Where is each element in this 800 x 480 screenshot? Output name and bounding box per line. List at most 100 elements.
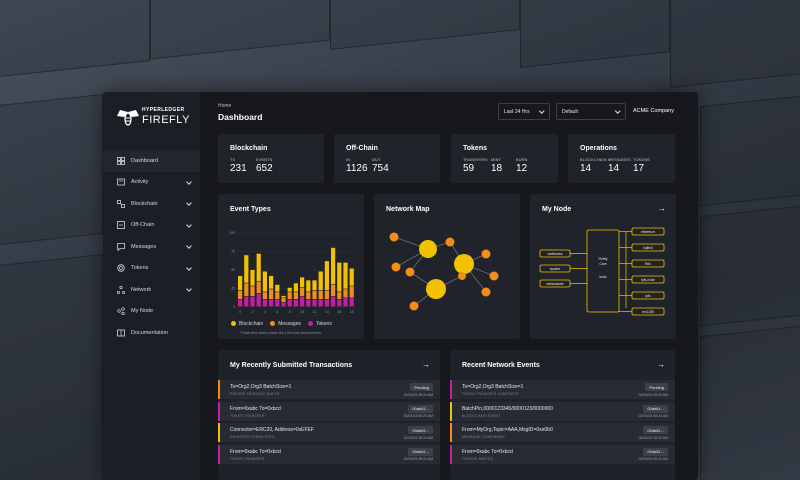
bar-tokens[interactable] (306, 299, 311, 307)
bar-messages[interactable] (244, 283, 249, 297)
stat-card-blockchain[interactable]: Blockchain TX 231 EVENTS 652 (218, 134, 324, 183)
bar-tokens[interactable] (300, 296, 305, 307)
sidebar-item-my-node[interactable]: My Node (103, 301, 200, 323)
bar-blockchain[interactable] (337, 262, 342, 292)
bar-blockchain[interactable] (238, 275, 243, 291)
sidebar-item-blockchain[interactable]: Blockchain (103, 193, 200, 215)
status-badge[interactable]: 00ab61... (408, 404, 433, 413)
network-node-org[interactable] (454, 254, 474, 274)
bar-tokens[interactable] (281, 302, 286, 307)
bar-tokens[interactable] (262, 299, 267, 307)
bar-blockchain[interactable] (244, 255, 249, 283)
plugin-websockets[interactable] (539, 279, 571, 288)
status-badge[interactable]: 00ab61... (643, 447, 668, 456)
bar-tokens[interactable] (244, 296, 249, 307)
bar-blockchain[interactable] (306, 280, 311, 292)
bar-tokens[interactable] (337, 299, 342, 307)
network-node-peer[interactable] (481, 249, 491, 259)
plugin-ipfs-node[interactable] (631, 275, 665, 284)
bar-tokens[interactable] (293, 299, 298, 307)
bar-tokens[interactable] (269, 299, 274, 307)
bar-tokens[interactable] (349, 298, 354, 307)
legend-tokens[interactable]: Tokens (307, 321, 332, 327)
status-badge[interactable]: 00ab61... (643, 426, 668, 434)
table-row[interactable]: From=0xabc To=0xbcd TOKEN TRANSFER 00ab6… (218, 444, 440, 464)
bar-messages[interactable] (281, 298, 286, 302)
arrow-right-icon[interactable]: → (422, 360, 430, 369)
network-node-peer[interactable] (489, 271, 499, 281)
bar-blockchain[interactable] (343, 262, 348, 289)
table-row[interactable]: BatchPin,0000123345/0000123/0000000 BLOC… (450, 401, 675, 421)
network-node-peer[interactable] (405, 267, 415, 277)
bar-messages[interactable] (312, 290, 317, 299)
bar-blockchain[interactable] (262, 271, 267, 292)
firefly-core-node[interactable] (586, 229, 620, 313)
table-row[interactable]: To=Org2,Org3 BatchSize=1 PRIVATE MESSAGE… (218, 380, 440, 399)
table-row[interactable]: From=MyOrg,Topic=AAA,MsgID=0xe0b0 MESSAG… (450, 423, 675, 442)
bar-tokens[interactable] (256, 293, 261, 307)
bar-messages[interactable] (300, 287, 305, 297)
bar-blockchain[interactable] (269, 275, 274, 289)
sidebar-item-messages[interactable]: Messages (103, 236, 200, 258)
bar-tokens[interactable] (275, 299, 280, 307)
network-node-peer[interactable] (389, 232, 399, 242)
chevron-down-icon[interactable] (186, 221, 192, 228)
bar-blockchain[interactable] (293, 283, 298, 292)
chevron-down-icon[interactable] (186, 286, 192, 292)
bar-blockchain[interactable] (281, 295, 286, 298)
chevron-down-icon[interactable] (186, 243, 192, 249)
sidebar-item-network[interactable]: Network (103, 279, 200, 301)
bar-messages[interactable] (250, 286, 255, 297)
stat-card-operations[interactable]: Operations BLOCKCHAIN 14 MESSAGES 14 TOK… (568, 134, 675, 183)
chevron-down-icon[interactable] (186, 178, 192, 185)
bar-messages[interactable] (262, 292, 267, 299)
bar-blockchain[interactable] (275, 284, 280, 292)
table-row[interactable]: From=0xabc To=0xbcd TOKENS MINTED 00ab61… (450, 444, 675, 464)
sidebar-item-activity[interactable]: Activity (103, 172, 200, 194)
network-node-peer[interactable] (391, 262, 401, 272)
chevron-down-icon[interactable] (186, 264, 192, 271)
stat-card-tokens[interactable]: Tokens TRANSFERS 59 MINT 18 BURN 12 (451, 134, 558, 183)
stat-card-off-chain[interactable]: Off-Chain IN 1126 OUT 754 (334, 134, 440, 183)
chevron-down-icon[interactable] (186, 200, 192, 206)
bar-blockchain[interactable] (300, 277, 305, 288)
bar-blockchain[interactable] (312, 280, 317, 291)
network-map-graph[interactable] (374, 194, 520, 339)
namespace-select[interactable]: Default (556, 103, 626, 120)
bar-messages[interactable] (293, 292, 298, 299)
bar-messages[interactable] (287, 292, 292, 299)
bar-blockchain[interactable] (250, 270, 255, 286)
network-node-peer[interactable] (481, 287, 491, 297)
bar-tokens[interactable] (238, 299, 243, 307)
bar-blockchain[interactable] (287, 287, 292, 292)
bar-messages[interactable] (306, 292, 311, 299)
bar-messages[interactable] (331, 284, 336, 297)
network-node-org[interactable] (419, 240, 437, 258)
bar-messages[interactable] (349, 286, 354, 298)
arrow-right-icon[interactable]: → (658, 204, 666, 213)
bar-messages[interactable] (343, 289, 348, 298)
bar-tokens[interactable] (287, 299, 292, 307)
status-badge[interactable]: 00ab61... (408, 447, 433, 456)
plugin-erc1155[interactable] (631, 307, 665, 316)
sidebar-item-tokens[interactable]: Tokens (103, 258, 200, 280)
plugin-ffdx[interactable] (631, 259, 665, 268)
bar-tokens[interactable] (331, 296, 336, 307)
time-range-select[interactable]: Last 24 Hrs (498, 103, 550, 120)
bar-messages[interactable] (337, 292, 342, 299)
bar-messages[interactable] (324, 290, 329, 299)
plugin-ipfs[interactable] (631, 291, 665, 300)
bar-tokens[interactable] (324, 299, 329, 307)
bar-blockchain[interactable] (256, 253, 261, 282)
arrow-right-icon[interactable]: → (657, 360, 665, 369)
bar-tokens[interactable] (312, 299, 317, 307)
breadcrumb[interactable]: Home (218, 103, 232, 109)
bar-blockchain[interactable] (318, 271, 323, 291)
status-badge[interactable]: 00ab61... (408, 426, 433, 434)
status-badge[interactable]: 00ab61... (643, 404, 668, 413)
bar-messages[interactable] (256, 281, 261, 294)
bar-messages[interactable] (238, 290, 243, 299)
legend-messages[interactable]: Messages (270, 321, 301, 327)
status-badge[interactable]: Pending (410, 383, 433, 391)
bar-messages[interactable] (318, 290, 323, 299)
